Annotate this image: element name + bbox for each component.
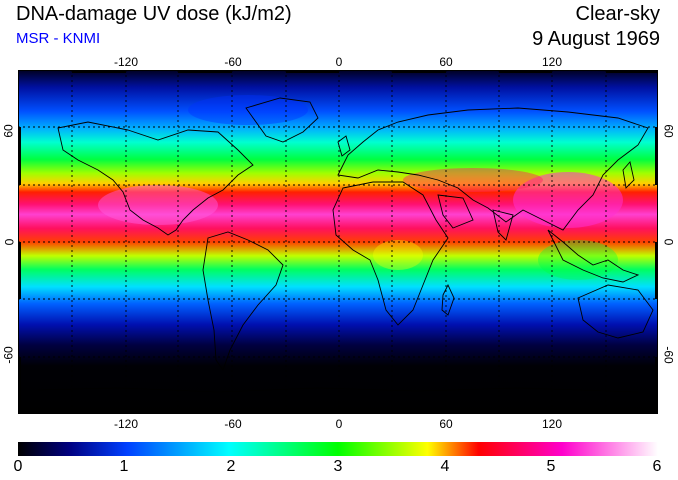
madagascar-coast [441,283,455,316]
australia-coast [577,284,654,339]
colorbar-label: 3 [333,458,343,475]
colorbar-label: 5 [546,458,556,475]
right-lat-tick: 60 [661,124,676,138]
bottom-lon-tick: 60 [439,417,453,431]
japan-coast [622,161,635,189]
south-america-coast [202,231,284,371]
coastlines [37,97,654,393]
india-coast [492,209,514,241]
mexico-hotspot [98,185,218,225]
colorbar [18,442,658,456]
left-lat-tick: 0 [2,238,17,246]
source-label: MSR - KNMI [16,30,101,47]
right-lat-tick: -60 [661,346,676,364]
colorbar-label: 4 [440,458,450,475]
map-title: DNA-damage UV dose (kJ/m2) [16,3,292,25]
central-asia-band [403,168,543,192]
top-lon-tick: 60 [439,55,453,69]
condition-label: Clear-sky [575,3,660,25]
greenland-tint [188,95,308,125]
left-lat-tick: -60 [1,346,16,364]
colorbar-label: 2 [226,458,236,475]
africa-tint [373,240,423,270]
left-lat-tick: 60 [1,124,16,138]
top-lon-tick: 120 [541,55,563,69]
date-label: 9 August 1969 [532,28,660,50]
frame-ticks [18,70,658,414]
bottom-lon-tick: 120 [541,417,563,431]
top-lon-tick: -60 [224,55,242,69]
bottom-lon-tick: 0 [335,417,343,431]
top-lon-tick: -120 [113,55,139,69]
eurasia-coast [337,107,649,231]
uv-dose-map [18,70,658,414]
north-america-coast [57,121,254,236]
tibet-hotspot [513,172,623,228]
bottom-lon-tick: -60 [224,417,242,431]
colorbar-label: 1 [119,458,129,475]
arabia-coast [437,194,474,229]
right-lat-tick: 0 [661,238,676,246]
bottom-lon-tick: -120 [113,417,139,431]
southeast-asia-coast [547,229,640,283]
uk-coast [337,135,351,157]
africa-coast [332,181,449,326]
graticule [18,70,658,414]
colorbar-label: 0 [13,458,23,475]
colorbar-gradient [18,442,658,456]
colorbar-label: 6 [652,458,662,475]
antarctica-coast [37,387,639,393]
top-lon-tick: 0 [335,55,343,69]
